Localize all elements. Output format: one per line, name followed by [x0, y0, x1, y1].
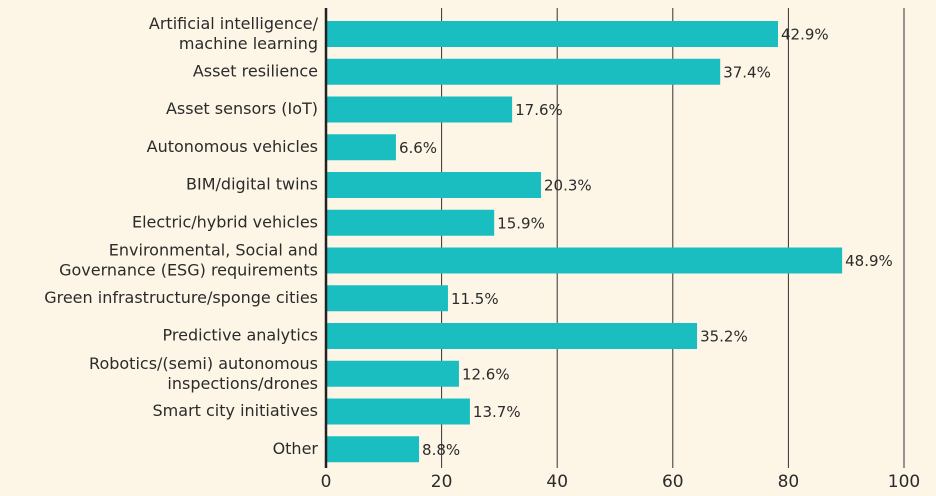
bar-label: 37.4%	[723, 63, 771, 81]
bar-label: 12.6%	[462, 365, 510, 383]
bar-label: 6.6%	[399, 139, 437, 157]
y-tick-label: Electric/hybrid vehicles	[132, 212, 318, 231]
bar	[326, 323, 698, 349]
bar-label: 48.9%	[845, 252, 893, 270]
y-tick-label: BIM/digital twins	[186, 175, 318, 194]
bar	[326, 247, 843, 274]
x-tick-label: 20	[431, 472, 453, 492]
x-tick-label: 80	[778, 472, 800, 492]
bar	[326, 134, 396, 161]
x-tick-label: 100	[888, 472, 920, 492]
y-tick-label: Asset resilience	[193, 61, 318, 80]
bar	[326, 209, 495, 236]
y-tick-label: Robotics/(semi) autonomous inspections/dr…	[89, 353, 318, 392]
y-tick-label: Artificial intelligence/machine learning	[149, 14, 319, 53]
bar-label: 20.3%	[544, 177, 592, 195]
bar-label: 8.8%	[422, 441, 460, 459]
bar-label: 15.9%	[497, 214, 545, 232]
x-tick-label: 60	[662, 472, 684, 492]
bar	[326, 436, 420, 463]
bar	[326, 398, 470, 425]
y-tick-label: Autonomous vehicles	[147, 137, 318, 156]
bar	[326, 21, 778, 47]
bar-label: 35.2%	[700, 328, 748, 346]
bar	[326, 285, 448, 312]
bar	[326, 172, 542, 198]
y-tick-label: Green infrastructure/sponge cities	[44, 288, 318, 307]
bar-label: 13.7%	[473, 403, 521, 421]
x-tick-label: 40	[546, 472, 568, 492]
bar	[326, 360, 459, 387]
bar	[326, 96, 513, 123]
bar-label: 11.5%	[451, 290, 499, 308]
bar-label: 42.9%	[781, 26, 829, 44]
bar	[326, 58, 721, 85]
y-tick-label: Asset sensors (IoT)	[166, 99, 318, 118]
y-tick-label: Environmental, Social and Governance (ESG…	[59, 240, 318, 279]
x-tick-label: 0	[321, 472, 332, 492]
y-tick-label: Predictive analytics	[163, 326, 318, 345]
y-tick-label: Smart city initiatives	[153, 401, 318, 420]
y-tick-label: Other	[273, 439, 319, 458]
bar-label: 17.6%	[515, 101, 563, 119]
